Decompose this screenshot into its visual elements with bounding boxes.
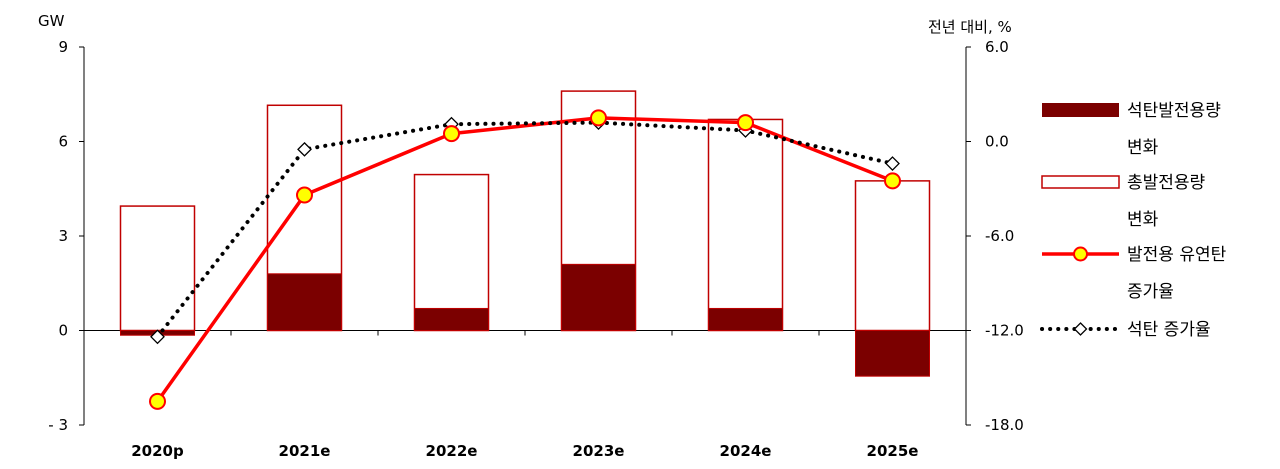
right-tick-label: 6.0 [985,38,1009,56]
bituminous-growth-line [156,116,894,403]
right-tick-label: -12.0 [985,322,1024,340]
x-axis-label: 2024e [720,442,772,460]
coal-capacity-bar [561,263,636,332]
bituminous-growth-point [737,114,754,132]
legend-label: 증가율 [1127,282,1174,302]
legend-label: 변화 [1127,210,1159,230]
left-tick-label: 3 [58,227,68,245]
right-axis-unit: 전년 대비, % [928,18,1012,36]
right-tick-label: -6.0 [985,227,1014,245]
x-axis-label: 2025e [867,442,919,460]
legend-coal-swatch [1042,103,1119,117]
axes: 9 6 3 0 - 3 6.0 0.0 -6.0 -12.0 -18.0 [48,38,1024,434]
legend-label: 총발전용량 [1127,173,1206,193]
total-capacity-bar [119,205,196,332]
bituminous-growth-point [149,392,166,410]
x-axis-label: 2023e [573,442,625,460]
lines [149,109,901,410]
left-tick-label: - 3 [48,416,68,434]
coal-capacity-bar [414,307,489,332]
total-capacity-bar [413,173,490,332]
bituminous-growth-point [590,109,607,127]
right-tick-label: -18.0 [985,416,1024,434]
legend-total-swatch [1041,175,1120,189]
bituminous-growth-point [443,125,460,143]
bituminous-growth-point [296,186,313,204]
coal-capacity-bar [267,273,342,331]
legend-bituminous-marker [1073,246,1088,262]
coal-capacity-bar [708,307,783,332]
coal-capacity-bar [855,330,930,377]
total-capacity-bar [707,118,784,332]
legend-coal-marker [1073,322,1088,336]
coal-growth-point [297,141,312,157]
legend-label: 변화 [1127,138,1159,158]
coal-growth-point [885,156,900,171]
left-tick-label: 6 [58,133,68,151]
coal-growth-point [150,329,165,345]
x-axis-label: 2022e [426,442,478,460]
x-axis-labels: 2020p 2021e 2022e 2023e 2024e 2025e [131,442,918,460]
left-tick-label: 0 [58,322,68,340]
bituminous-growth-point [884,172,901,190]
legend-label: 석탄발전용량 [1127,101,1221,121]
left-axis-unit: GW [38,12,65,30]
right-tick-label: 0.0 [985,133,1009,151]
legend-label: 발전용 유연탄 [1127,245,1227,265]
x-axis-label: 2020p [131,442,184,460]
left-tick-label: 9 [58,38,68,56]
total-capacity-bar [854,180,931,332]
legend-label: 석탄 증가율 [1127,320,1211,340]
coal-growth-line [155,120,895,339]
x-axis-label: 2021e [279,442,331,460]
